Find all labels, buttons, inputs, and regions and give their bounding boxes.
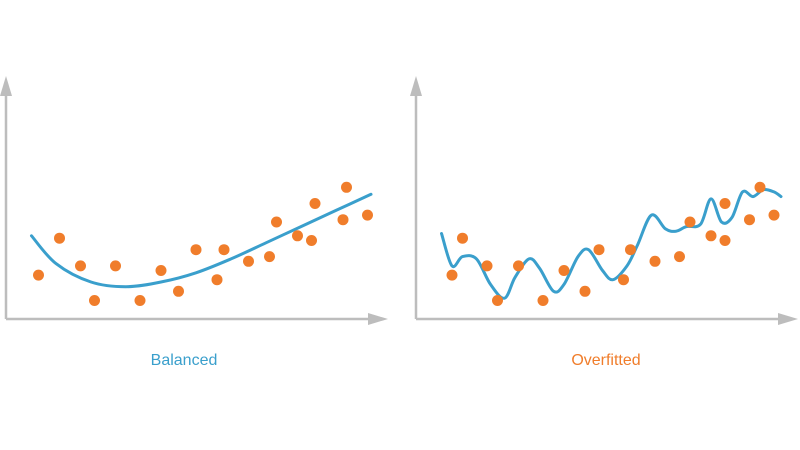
data-point — [579, 285, 591, 297]
fit-curve-layer — [440, 187, 783, 300]
data-point — [341, 181, 352, 193]
data-point — [754, 181, 766, 193]
data-point — [211, 274, 223, 286]
data-point — [264, 251, 275, 263]
data-point — [684, 216, 696, 228]
data-point — [155, 265, 167, 276]
balanced-panel — [0, 76, 388, 325]
data-points-layer — [446, 181, 780, 306]
data-point — [33, 269, 44, 281]
data-point — [719, 235, 731, 246]
data-point — [492, 295, 503, 306]
y-axis-arrowhead — [0, 76, 12, 96]
data-point — [744, 214, 755, 226]
data-point — [190, 244, 202, 256]
y-axis-arrowhead — [410, 76, 422, 96]
fit-curve-line — [440, 187, 783, 300]
data-point — [705, 230, 717, 242]
data-point — [537, 295, 549, 306]
data-point — [618, 274, 629, 286]
data-point — [75, 260, 86, 272]
data-point — [625, 244, 636, 256]
balanced-caption: Balanced — [150, 352, 218, 369]
data-point — [271, 216, 282, 228]
data-point — [292, 230, 303, 242]
overfitted-panel — [410, 76, 798, 325]
data-point — [593, 244, 605, 256]
x-axis-arrowhead — [368, 313, 388, 325]
data-point — [218, 244, 230, 256]
data-point — [719, 198, 731, 209]
fit-curve-line — [30, 192, 373, 289]
x-axis-arrowhead — [778, 313, 798, 325]
overfitted-caption: Overfitted — [571, 352, 641, 369]
data-point — [309, 198, 321, 209]
data-point — [649, 255, 661, 267]
data-point — [306, 235, 317, 246]
data-points-layer — [33, 181, 373, 306]
data-point — [243, 255, 254, 267]
data-point — [110, 260, 121, 272]
data-point — [674, 251, 685, 263]
data-point — [513, 260, 524, 272]
data-point — [457, 232, 468, 244]
data-point — [481, 260, 493, 272]
data-point — [446, 269, 458, 281]
data-point — [337, 214, 349, 226]
data-point — [173, 285, 184, 297]
data-point — [134, 295, 146, 306]
fit-curve-layer — [30, 192, 373, 289]
data-point — [768, 209, 780, 221]
data-point — [362, 209, 373, 221]
data-point — [54, 232, 65, 244]
data-point — [558, 265, 570, 276]
data-point — [89, 295, 100, 306]
